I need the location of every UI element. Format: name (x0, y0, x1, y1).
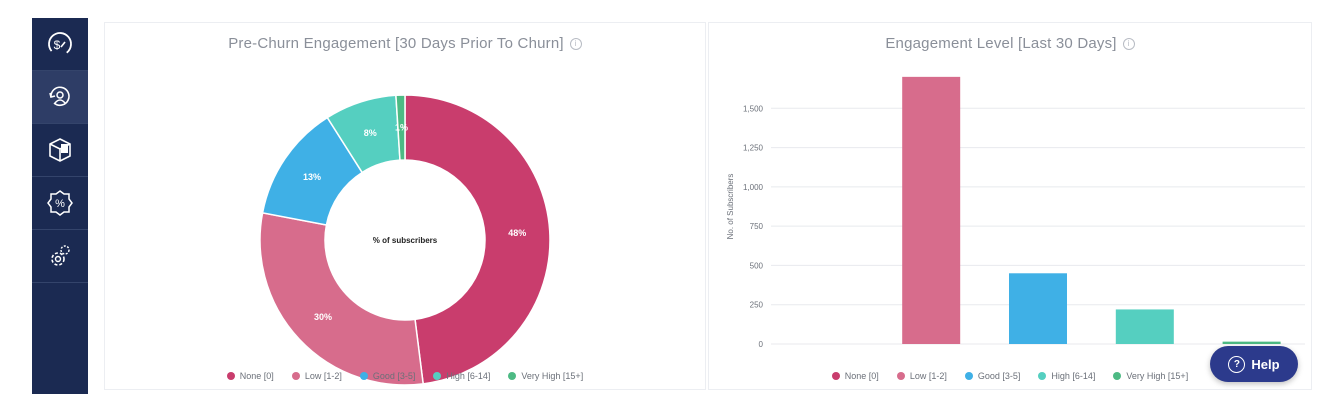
legend-item[interactable]: Good [3-5] (359, 371, 416, 381)
donut-slice[interactable] (395, 94, 406, 161)
slice-label: 1% (395, 123, 408, 133)
legend-label: Low [1-2] (304, 371, 342, 381)
legend-swatch (359, 372, 368, 380)
legend-label: Very High [15+] (521, 371, 584, 381)
y-tick-label: 0 (759, 340, 764, 349)
sidebar: $ % (32, 18, 88, 394)
legend-item[interactable]: Low [1-2] (291, 371, 342, 381)
y-tick-label: 500 (750, 261, 764, 270)
legend-label: High [6-14] (446, 371, 491, 381)
slice-label: 30% (314, 312, 332, 322)
help-icon: ? (1228, 355, 1246, 373)
bar-chart: 0 250 500 750 1,000 1,250 1,500 No. of Subscrib… (726, 76, 1305, 349)
legend-item[interactable]: Very High [15+] (1113, 371, 1188, 381)
engagement-level-panel: Engagement Level [Last 30 Days] i 0 250 500… (708, 22, 1312, 390)
bar-legend: None [0] Low [1-2] Good [3-5] High [6-14] Ve… (709, 371, 1311, 381)
legend-label: None [0] (239, 371, 274, 381)
gear-settings-icon (51, 245, 70, 266)
legend-swatch (508, 372, 517, 380)
legend-label: Good [3-5] (977, 371, 1021, 381)
slice-label: 48% (508, 228, 526, 238)
legend-label: Good [3-5] (372, 371, 416, 381)
legend-swatch (1113, 372, 1122, 380)
bar[interactable] (1009, 273, 1067, 344)
legend-item[interactable]: Good [3-5] (964, 371, 1021, 381)
y-tick-label: 1,250 (743, 144, 764, 153)
chart-title: Pre-Churn Engagement [30 Days Prior To C… (105, 35, 705, 52)
legend-item[interactable]: Very High [15+] (508, 371, 583, 381)
legend-item[interactable]: High [6-14] (433, 371, 490, 381)
sidebar-item-revenue[interactable]: $ (32, 18, 88, 71)
legend-swatch (896, 372, 905, 380)
legend-item[interactable]: None [0] (831, 371, 879, 381)
chart-title: Engagement Level [Last 30 Days] i (709, 35, 1311, 52)
legend-item[interactable]: High [6-14] (1038, 371, 1095, 381)
info-icon[interactable]: i (1122, 38, 1135, 50)
legend-label: None [0] (844, 371, 879, 381)
legend-swatch (964, 372, 973, 380)
y-tick-label: 750 (750, 222, 764, 231)
sidebar-item-discount[interactable]: % (32, 177, 88, 230)
svg-text:%: % (55, 198, 65, 210)
user-refresh-icon (49, 86, 70, 107)
legend-swatch (226, 372, 235, 380)
bar[interactable] (902, 76, 961, 344)
percent-badge-icon: % (47, 190, 73, 216)
help-button[interactable]: ? Help (1210, 346, 1298, 382)
info-icon[interactable]: i (569, 38, 582, 50)
legend-label: Very High [15+] (1126, 371, 1189, 381)
sidebar-item-churn[interactable] (32, 71, 88, 124)
legend-label: Low [1-2] (909, 371, 947, 381)
y-tick-label: 1,000 (743, 183, 764, 192)
revenue-gauge-icon: $ (48, 32, 72, 56)
donut-slice[interactable] (404, 94, 551, 385)
y-tick-label: 1,500 (743, 104, 764, 113)
legend-item[interactable]: None [0] (226, 371, 274, 381)
pre-churn-panel: Pre-Churn Engagement [30 Days Prior To C… (104, 22, 706, 390)
y-tick-label: 250 (750, 301, 764, 310)
donut-center-label: % of subscribers (373, 236, 438, 245)
help-label: Help (1251, 356, 1280, 372)
legend-swatch (1038, 372, 1047, 380)
sidebar-item-product[interactable] (32, 124, 88, 177)
legend-label: High [6-14] (1051, 371, 1096, 381)
donut-chart: 48% 30% 13% 8% 1% % of subscribers (259, 94, 551, 386)
slice-label: 13% (303, 172, 321, 182)
sidebar-item-settings[interactable] (32, 230, 88, 283)
bar[interactable] (1115, 309, 1174, 344)
donut-slice[interactable] (259, 211, 425, 386)
legend-swatch (291, 372, 300, 380)
bar[interactable] (1222, 341, 1281, 344)
legend-swatch (433, 372, 442, 380)
legend-item[interactable]: Low [1-2] (896, 371, 947, 381)
svg-text:$: $ (54, 38, 61, 52)
cube-icon (49, 138, 71, 162)
slice-label: 8% (364, 128, 377, 138)
donut-legend: None [0] Low [1-2] Good [3-5] High [6-14] Ve… (105, 371, 705, 381)
legend-swatch (831, 372, 840, 380)
y-axis-label: No. of Subscribers (726, 174, 735, 240)
